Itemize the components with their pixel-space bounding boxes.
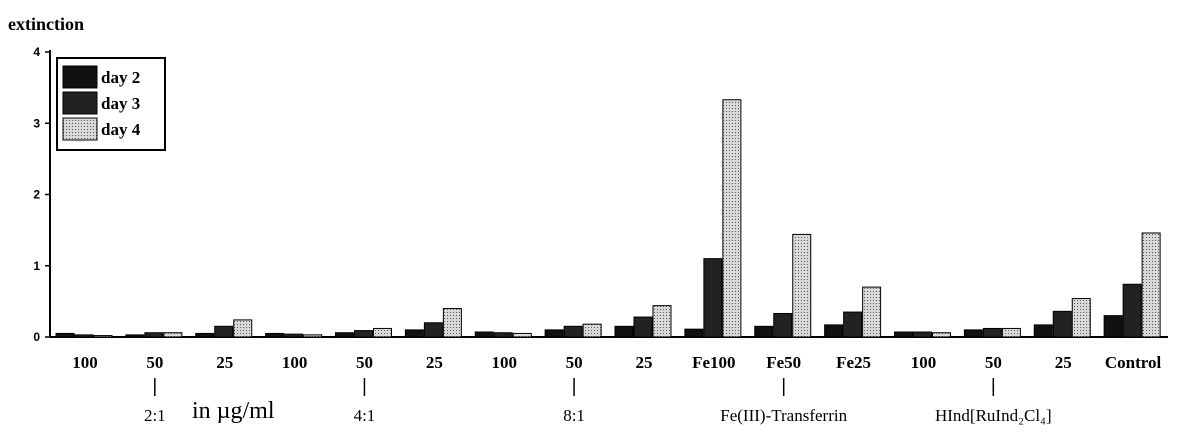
- group-label: HInd[RuInd₂Cl₄]: [935, 406, 1052, 425]
- bar-day-2-3: [265, 332, 285, 338]
- bar-day-2-9: [684, 328, 704, 338]
- category-label: Control: [1105, 353, 1162, 372]
- legend-swatch: [62, 91, 98, 115]
- group-label: 4:1: [354, 406, 376, 425]
- bar-day-2-0: [55, 332, 75, 338]
- bar-day-4-3: [303, 334, 323, 338]
- y-tick-label: 0: [33, 330, 40, 344]
- bar-day-4-0: [93, 335, 113, 338]
- bar-day-3-15: [1122, 283, 1142, 338]
- category-label: 25: [635, 353, 652, 372]
- y-tick-label: 2: [33, 188, 40, 202]
- bar-day-4-1: [163, 332, 183, 338]
- bar-day-4-5: [442, 308, 462, 338]
- category-label: 50: [356, 353, 373, 372]
- category-label: 50: [566, 353, 583, 372]
- bar-day-3-9: [703, 258, 723, 338]
- bar-day-3-14: [1052, 310, 1072, 338]
- legend-label: day 4: [101, 120, 141, 139]
- bar-day-2-7: [544, 329, 564, 338]
- bar-day-2-8: [614, 325, 634, 338]
- bar-day-4-4: [373, 327, 392, 338]
- y-axis-label: extinction: [8, 14, 84, 34]
- bar-day-4-13: [1001, 327, 1021, 338]
- bar-day-3-10: [773, 312, 793, 338]
- group-label: 2:1: [144, 406, 166, 425]
- bar-day-2-5: [404, 329, 424, 338]
- bar-day-3-4: [354, 330, 373, 338]
- bar-day-4-2: [233, 319, 253, 338]
- bar-day-2-4: [335, 332, 354, 338]
- legend-swatch: [62, 117, 98, 141]
- bar-day-4-10: [792, 233, 812, 338]
- bar-day-3-5: [423, 322, 443, 338]
- category-label: 100: [491, 353, 517, 372]
- category-label: 25: [426, 353, 443, 372]
- category-label: Fe50: [766, 353, 801, 372]
- bar-day-3-2: [214, 325, 234, 338]
- bar-day-3-13: [982, 327, 1002, 338]
- bar-day-4-15: [1141, 232, 1161, 338]
- bar-day-2-10: [754, 325, 774, 338]
- bar-day-2-1: [125, 334, 145, 338]
- unit-label: in µg/ml: [192, 398, 275, 424]
- bar-day-2-2: [195, 332, 215, 338]
- legend-label: day 3: [101, 94, 140, 113]
- bar-day-4-12: [932, 332, 951, 338]
- bar-day-2-14: [1033, 324, 1053, 338]
- bar-day-2-15: [1103, 315, 1123, 338]
- category-label: 25: [1055, 353, 1072, 372]
- bar-day-3-8: [633, 316, 653, 338]
- bar-day-3-1: [144, 332, 164, 338]
- legend: day 2 day 3 day 4: [56, 57, 166, 151]
- category-label: Fe100: [692, 353, 735, 372]
- bar-day-3-11: [843, 311, 863, 338]
- bar-day-3-3: [284, 333, 304, 338]
- category-label: 50: [146, 353, 163, 372]
- category-label: 100: [911, 353, 937, 372]
- bar-day-4-6: [512, 332, 532, 338]
- legend-label: day 2: [101, 68, 140, 87]
- bar-day-3-6: [493, 332, 513, 338]
- category-label: 100: [72, 353, 98, 372]
- category-label: 100: [282, 353, 308, 372]
- bar-day-4-7: [582, 323, 602, 338]
- bar-day-4-11: [862, 286, 882, 338]
- y-tick-label: 3: [33, 116, 40, 130]
- bar-day-2-11: [824, 324, 844, 338]
- category-label: 25: [216, 353, 233, 372]
- category-label: 50: [985, 353, 1002, 372]
- group-label: 8:1: [563, 406, 585, 425]
- bar-day-3-0: [74, 334, 94, 338]
- bar-day-2-12: [894, 331, 913, 338]
- bar-day-2-6: [474, 331, 494, 338]
- bar-day-2-13: [963, 329, 983, 338]
- category-label: Fe25: [836, 353, 871, 372]
- bar-day-4-8: [652, 305, 672, 338]
- bar-day-3-12: [913, 331, 932, 338]
- group-label: Fe(III)-Transferrin: [720, 406, 847, 425]
- legend-swatch: [62, 65, 98, 89]
- bar-day-4-14: [1071, 298, 1091, 338]
- y-tick-label: 1: [33, 259, 40, 273]
- bar-day-3-7: [563, 325, 583, 338]
- bar-day-4-9: [722, 99, 742, 338]
- y-tick-label: 4: [33, 45, 40, 59]
